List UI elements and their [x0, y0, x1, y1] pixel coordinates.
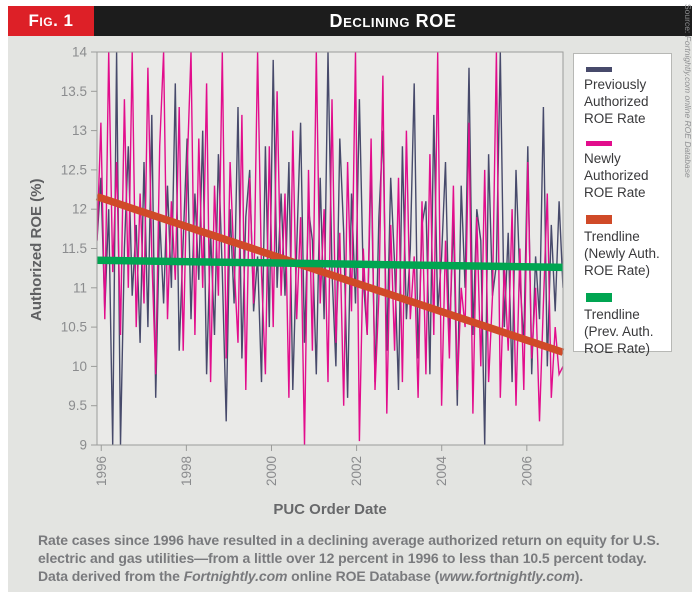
- legend-item-1: Newly Authorized ROE Rate: [584, 139, 665, 201]
- y-axis-label: Authorized ROE (%): [28, 178, 45, 322]
- caption: Rate cases since 1996 have resulted in a…: [38, 531, 680, 586]
- legend-swatch-3: [586, 293, 612, 302]
- caption-italic-segment: www.fortnightly.com: [439, 568, 575, 585]
- legend-label-0: Previously Authorized ROE Rate: [584, 77, 649, 126]
- caption-segment: Rate cases since 1996 have resulted in a…: [38, 532, 660, 585]
- figure-number-badge: Fig. 1: [8, 6, 94, 36]
- source-note-prefix: Source:: [683, 4, 693, 36]
- legend-label-3: Trendline (Prev. Auth. ROE Rate): [584, 307, 654, 356]
- caption-segment: online ROE Database (: [287, 568, 440, 585]
- source-note-text: Fortnightly.com online ROE Database: [683, 35, 693, 178]
- legend-label-2: Trendline (Newly Auth. ROE Rate): [584, 229, 660, 278]
- legend: Previously Authorized ROE Rate Newly Auth…: [573, 53, 672, 356]
- legend-item-2: Trendline (Newly Auth. ROE Rate): [584, 213, 665, 279]
- legend-item-0: Previously Authorized ROE Rate: [584, 65, 665, 127]
- figure-number-label: Fig. 1: [28, 11, 74, 30]
- legend-label-1: Newly Authorized ROE Rate: [584, 151, 649, 200]
- caption-italic-segment: Fortnightly.com: [183, 568, 288, 585]
- source-note: Source: Fortnightly.com online ROE Datab…: [683, 4, 693, 304]
- legend-swatch-1: [586, 141, 612, 146]
- caption-segment: ).: [574, 568, 584, 585]
- x-axis-label: PUC Order Date: [273, 501, 387, 518]
- legend-swatch-2: [586, 215, 612, 224]
- figure-title-bar: Declining ROE: [94, 6, 692, 36]
- figure-header: Fig. 1 Declining ROE: [8, 6, 692, 36]
- figure-title: Declining ROE: [329, 10, 457, 31]
- legend-item-3: Trendline (Prev. Auth. ROE Rate): [584, 291, 665, 357]
- legend-swatch-0: [586, 67, 612, 72]
